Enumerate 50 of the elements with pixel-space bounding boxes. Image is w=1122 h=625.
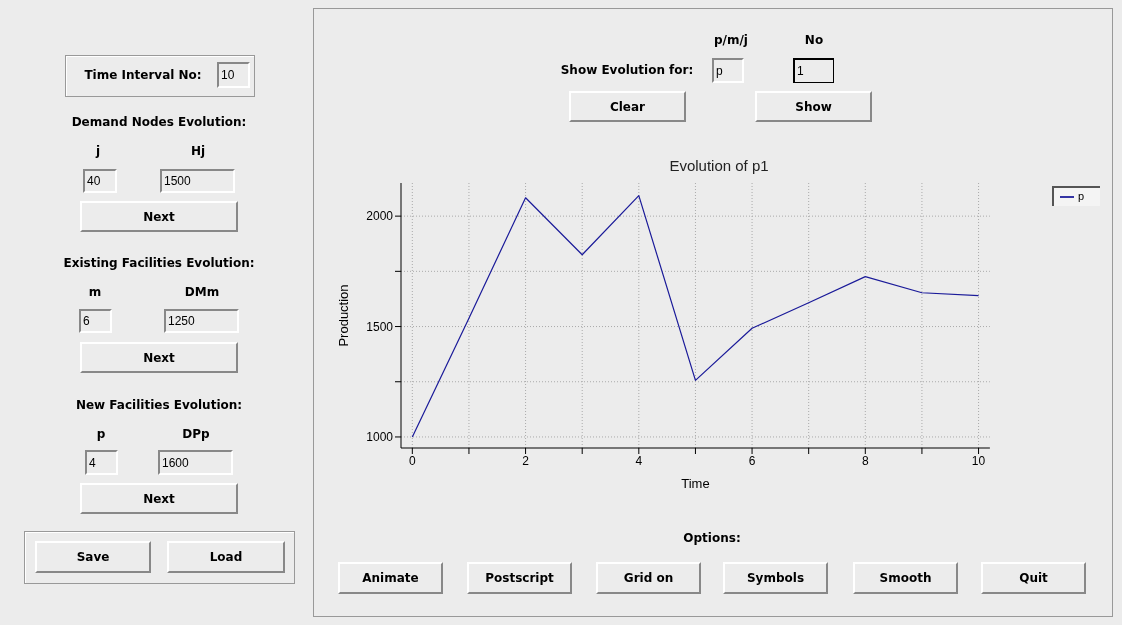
text: New Facilities Evolution: bbox=[75, 398, 243, 412]
button: Smooth bbox=[853, 562, 958, 594]
text-field: 40 bbox=[83, 169, 117, 193]
button: Postscript bbox=[467, 562, 572, 594]
text: Options: bbox=[683, 531, 741, 545]
y-tick-label: 1000 bbox=[366, 430, 394, 445]
text: m bbox=[88, 285, 102, 299]
button: Animate bbox=[338, 562, 443, 594]
y-tick-label: 1500 bbox=[366, 319, 394, 334]
text: No bbox=[804, 33, 824, 47]
text: p/m/j bbox=[714, 33, 748, 47]
text: Hj bbox=[190, 144, 206, 158]
y-axis-title: Production bbox=[335, 284, 351, 347]
legend-label: p bbox=[1077, 190, 1084, 202]
text: p bbox=[96, 427, 106, 441]
text: Existing Facilities Evolution: bbox=[63, 256, 255, 270]
text-field: 1250 bbox=[164, 309, 239, 333]
button: Symbols bbox=[723, 562, 828, 594]
x-tick-label: 8 bbox=[861, 453, 869, 468]
text-field: 1500 bbox=[160, 169, 235, 193]
text-field: 10 bbox=[217, 62, 250, 88]
x-tick-label: 0 bbox=[408, 453, 416, 468]
chart-title: Evolution of p1 bbox=[669, 157, 769, 174]
text: DPp bbox=[182, 427, 210, 441]
y-tick-label: 2000 bbox=[366, 209, 394, 224]
text: DMm bbox=[184, 285, 220, 299]
button: Next bbox=[80, 483, 238, 514]
button: Next bbox=[80, 201, 238, 232]
text: j bbox=[95, 144, 101, 158]
x-tick-label: 2 bbox=[522, 453, 530, 468]
button: Quit bbox=[981, 562, 1086, 594]
text-field: 1600 bbox=[158, 450, 233, 475]
text-field: p bbox=[712, 58, 744, 83]
button: Save bbox=[35, 541, 151, 573]
x-tick-label: 10 bbox=[971, 453, 986, 468]
text: Time Interval No: bbox=[84, 68, 202, 82]
button: Show bbox=[755, 91, 872, 122]
text-field: 4 bbox=[85, 450, 118, 475]
x-tick-label: 6 bbox=[748, 453, 756, 468]
x-tick-label: 4 bbox=[635, 453, 643, 468]
text-field: 6 bbox=[79, 309, 112, 333]
button: Grid on bbox=[596, 562, 701, 594]
x-axis-title: Time bbox=[681, 476, 710, 491]
button: Next bbox=[80, 342, 238, 373]
button: Clear bbox=[569, 91, 686, 122]
button: Load bbox=[167, 541, 285, 573]
text: Demand Nodes Evolution: bbox=[71, 115, 247, 129]
line-series bbox=[411, 194, 980, 438]
text: Show Evolution for: bbox=[560, 63, 694, 77]
text-field: 1 bbox=[793, 58, 834, 83]
